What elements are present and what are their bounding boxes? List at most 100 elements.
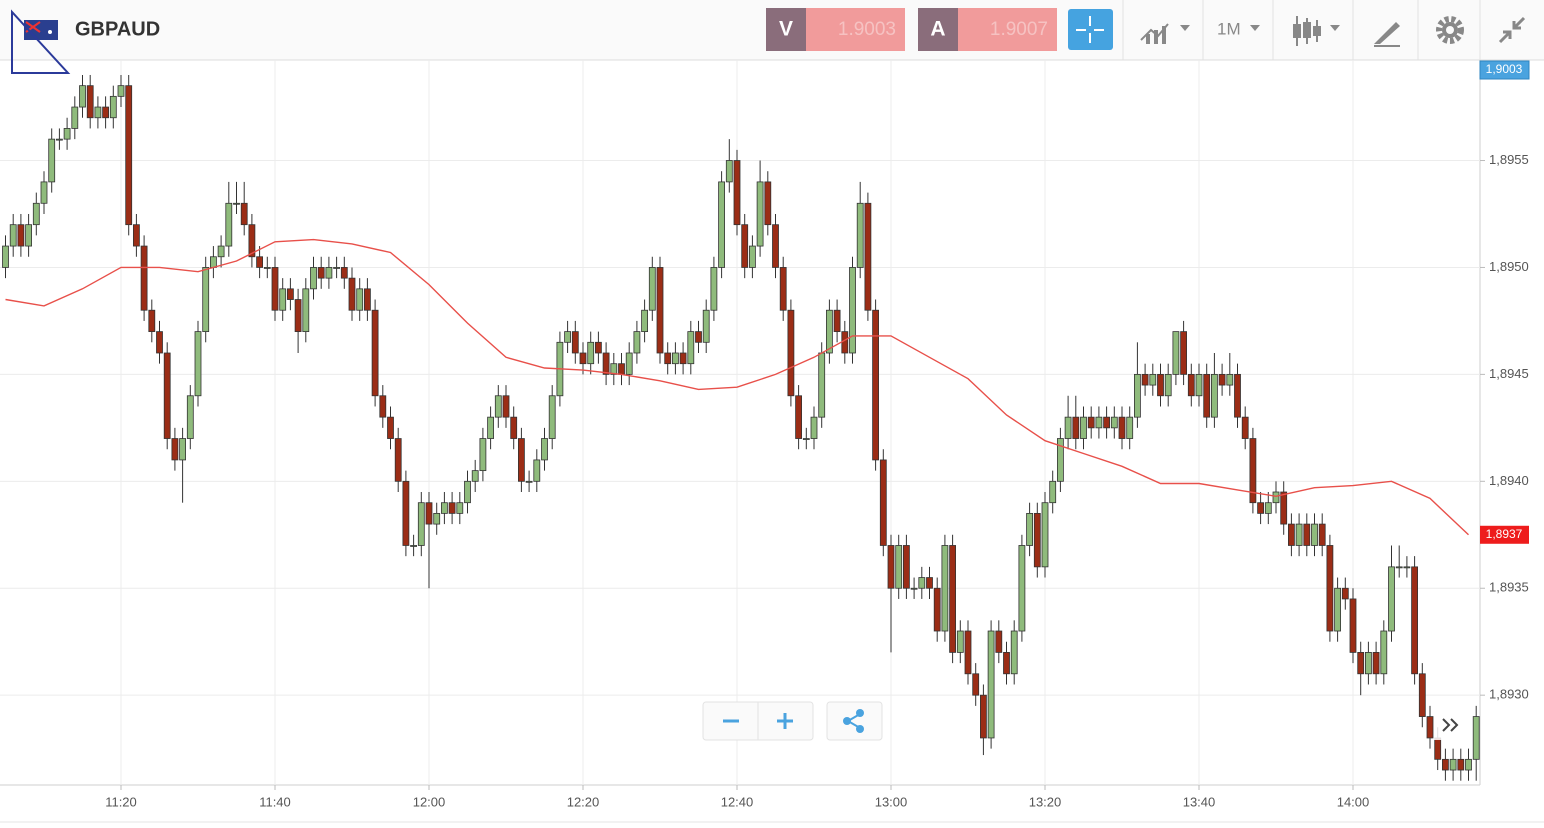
candle-body xyxy=(926,577,933,589)
candle-body xyxy=(1226,373,1234,386)
y-tick-label: 1,8930 xyxy=(1489,687,1529,702)
candle-body xyxy=(286,288,294,300)
zoom-in-button[interactable] xyxy=(777,713,793,729)
candle-body xyxy=(79,85,86,108)
x-tick-label: 13:40 xyxy=(1183,794,1216,809)
candle-body xyxy=(1457,758,1465,771)
candle-body xyxy=(980,694,987,739)
candle-body xyxy=(140,245,148,311)
candle-body xyxy=(1257,502,1264,514)
candle-body xyxy=(387,416,394,439)
candle-body xyxy=(1064,416,1072,439)
candle-body xyxy=(1018,545,1026,632)
sell-price: 1.9003 xyxy=(838,19,896,40)
drawing-button[interactable] xyxy=(1374,22,1400,47)
candle-body xyxy=(1041,502,1049,568)
candle-body xyxy=(802,438,810,440)
candle-body xyxy=(856,202,864,268)
candle-body xyxy=(186,395,194,439)
chart-type-button[interactable] xyxy=(1140,23,1190,44)
candle-body xyxy=(672,352,679,365)
candle-body xyxy=(279,288,287,311)
candle-body xyxy=(163,352,171,439)
indicators-button[interactable] xyxy=(1293,16,1340,46)
candle-body xyxy=(1442,758,1449,771)
candle-body xyxy=(987,630,995,739)
candle-body xyxy=(733,160,741,226)
collapse-button[interactable] xyxy=(1498,16,1526,44)
candle-body xyxy=(502,395,510,418)
sell-button[interactable]: V 1.9003 xyxy=(766,8,905,51)
candle-body xyxy=(1049,480,1057,504)
candle-body xyxy=(1080,416,1087,439)
candle-body xyxy=(1365,652,1372,675)
candle-body xyxy=(1234,373,1241,418)
crosshair-button[interactable] xyxy=(1068,9,1113,50)
candle-body xyxy=(633,331,641,354)
candle-body xyxy=(1110,416,1118,429)
candle-body xyxy=(1218,373,1226,386)
candle-body xyxy=(217,245,225,258)
x-tick-label: 13:00 xyxy=(875,794,908,809)
candle-body xyxy=(233,202,240,205)
candle-body xyxy=(1172,331,1180,375)
candle-body xyxy=(1311,523,1318,546)
candle-body xyxy=(625,352,633,375)
scroll-latest-button[interactable] xyxy=(1434,710,1468,740)
candle-body xyxy=(271,267,279,311)
candle-body xyxy=(641,309,648,333)
candle-body xyxy=(918,577,926,589)
candle-body xyxy=(1318,523,1326,546)
candle-body xyxy=(595,341,602,354)
candle-body xyxy=(756,181,764,247)
candle-body xyxy=(256,256,264,268)
candle-body xyxy=(1003,652,1010,675)
candle-body xyxy=(702,309,710,343)
candle-body xyxy=(648,267,656,311)
candle-body xyxy=(541,438,548,461)
candle-body xyxy=(63,128,71,140)
candle-body xyxy=(910,587,918,590)
candle-body xyxy=(949,545,956,653)
candle-body xyxy=(602,352,610,375)
candle-body xyxy=(587,341,595,365)
candle-body xyxy=(32,202,40,226)
candle-body xyxy=(725,160,733,183)
candle-body xyxy=(941,545,949,632)
candle-body xyxy=(1241,416,1249,439)
candle-body xyxy=(1380,630,1388,675)
candle-body xyxy=(17,224,25,247)
candle-body xyxy=(564,331,571,343)
candle-body xyxy=(348,277,356,311)
y-tick-label: 1,8940 xyxy=(1489,473,1529,488)
symbol-icon xyxy=(11,9,71,74)
candle-body xyxy=(179,438,187,461)
candle-body xyxy=(1134,373,1141,418)
grid xyxy=(0,60,1485,790)
candle-body xyxy=(772,224,779,268)
candle-body xyxy=(1264,502,1272,514)
settings-button[interactable] xyxy=(1436,16,1464,44)
candle-body xyxy=(810,416,818,439)
candle-body xyxy=(48,138,56,183)
share-button[interactable] xyxy=(826,701,883,741)
candle-body xyxy=(40,181,48,204)
candle-body xyxy=(1203,373,1211,418)
candle-body xyxy=(9,224,17,247)
candle-body xyxy=(1411,566,1418,675)
candle-body xyxy=(1349,598,1357,653)
timeframe-button[interactable]: 1M xyxy=(1217,19,1260,38)
candle-body xyxy=(510,416,518,439)
candle-body xyxy=(826,309,833,354)
candle-body xyxy=(1072,416,1080,439)
candle-body xyxy=(1357,652,1365,675)
x-tick-label: 11:40 xyxy=(259,794,291,809)
candle-body xyxy=(71,106,79,129)
candle-body xyxy=(879,459,887,546)
buy-button[interactable]: A 1.9007 xyxy=(918,8,1057,51)
candle-body xyxy=(1149,373,1157,386)
candle-body xyxy=(209,256,217,268)
candle-body xyxy=(849,267,856,354)
candle-body xyxy=(1449,758,1457,771)
